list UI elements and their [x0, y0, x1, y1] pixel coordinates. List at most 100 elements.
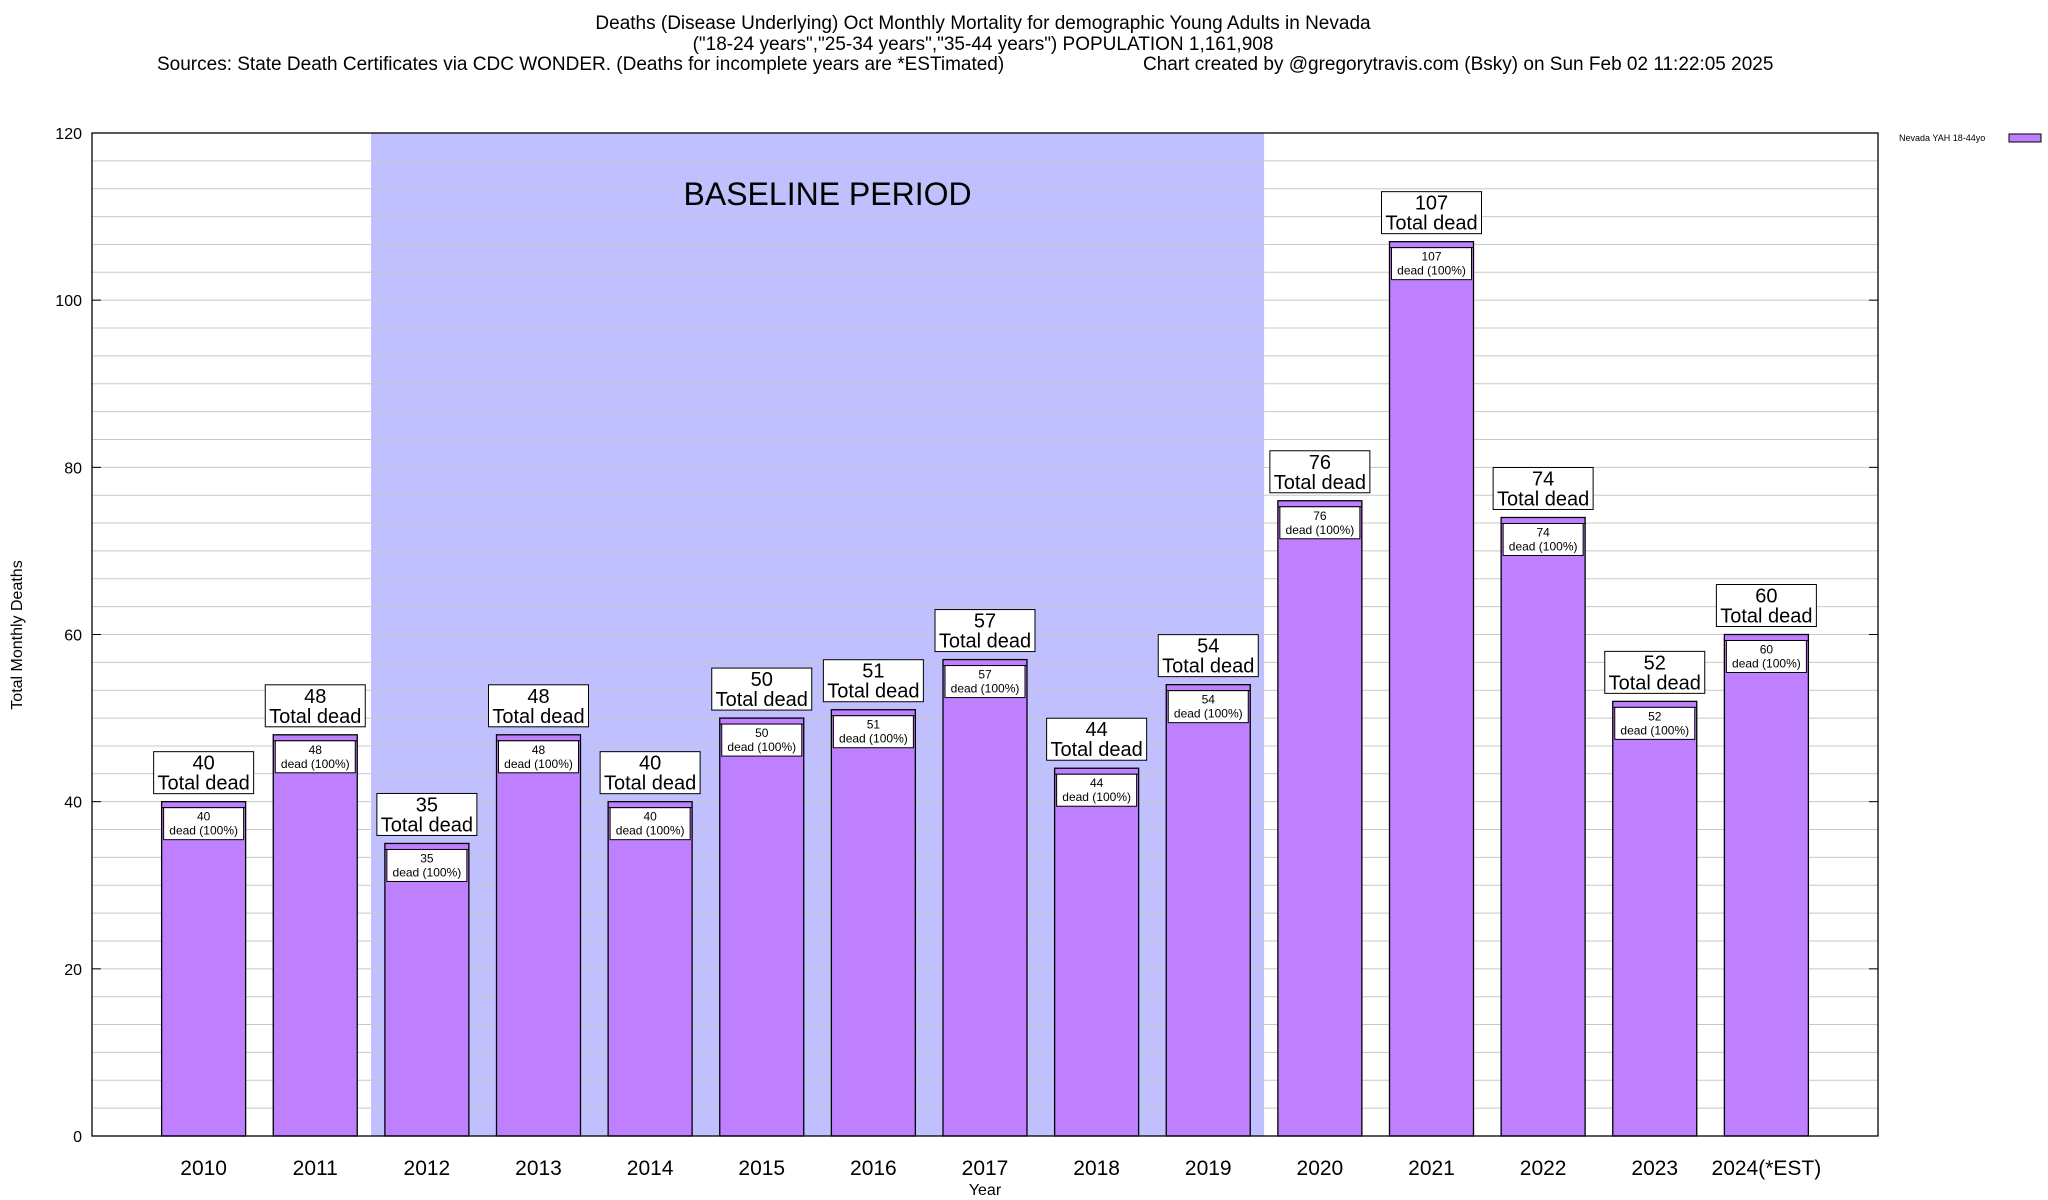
bar-inner-label: dead (100%) — [1397, 264, 1466, 278]
chart-credit-note: Chart created by @gregorytravis.com (Bsk… — [1143, 54, 1774, 75]
bar-total-value: 74 — [1532, 468, 1554, 490]
bar-total-value: 60 — [1755, 586, 1777, 608]
bar-inner-value: 51 — [867, 718, 881, 732]
bar-inner-value: 48 — [532, 743, 546, 757]
x-tick-label: 2021 — [1408, 1157, 1455, 1180]
bar-total-label-box — [488, 684, 589, 728]
bar-inner-label-box — [1167, 690, 1249, 724]
bar-inner-label: dead (100%) — [839, 732, 908, 746]
bar — [719, 717, 805, 1137]
bar-total-label: Total dead — [1385, 213, 1477, 235]
bar-inner-label-box — [1056, 773, 1138, 807]
chart-subtitle: ("18-24 years","25-34 years","35-44 year… — [692, 34, 1274, 55]
x-tick-label: 2022 — [1520, 1157, 1567, 1180]
y-tick-label: 20 — [64, 962, 82, 979]
bar-total-label-box — [153, 751, 255, 795]
bar — [495, 734, 582, 1137]
y-tick-label: 0 — [73, 1129, 82, 1146]
bar-total-label: Total dead — [1720, 606, 1812, 628]
bar-inner-label-box — [1279, 506, 1361, 540]
x-tick-label: 2012 — [404, 1157, 451, 1180]
bar-total-label: Total dead — [827, 681, 919, 703]
bar-inner-value: 54 — [1202, 693, 1216, 707]
bar-total-label-box — [1715, 584, 1817, 627]
bar-total-value: 52 — [1644, 652, 1666, 674]
bar-inner-label-box — [721, 723, 803, 757]
bar-inner-label: dead (100%) — [393, 865, 462, 879]
bar — [1500, 516, 1586, 1137]
bar-total-label: Total dead — [1497, 488, 1589, 510]
bar-total-label: Total dead — [939, 631, 1031, 653]
bar-total-label-box — [934, 609, 1036, 653]
bar-inner-value: 74 — [1536, 525, 1550, 539]
bar — [1388, 241, 1475, 1137]
bar-inner-value: 44 — [1090, 776, 1104, 790]
bar-total-label: Total dead — [157, 773, 249, 795]
bar-inner-label: dead (100%) — [1732, 657, 1801, 671]
bar-inner-label: dead (100%) — [1286, 523, 1355, 537]
bar — [272, 734, 358, 1137]
bar-inner-value: 57 — [978, 668, 992, 682]
bar-total-label-box — [1046, 717, 1148, 761]
legend-swatch — [2008, 133, 2042, 143]
bar — [1165, 684, 1251, 1137]
y-tick-label: 40 — [64, 795, 82, 812]
bar-total-value: 76 — [1309, 452, 1331, 474]
bar — [160, 801, 247, 1137]
y-axis-label: Total Monthly Deaths — [9, 560, 26, 709]
x-tick-label: 2020 — [1297, 1157, 1344, 1180]
bar — [1723, 633, 1810, 1137]
bar-inner-label-box — [1391, 247, 1472, 281]
bar-inner-label: dead (100%) — [281, 757, 350, 771]
bar — [830, 709, 917, 1137]
baseline-period-label: BASELINE PERIOD — [684, 176, 972, 212]
bar-inner-label: dead (100%) — [504, 757, 573, 771]
bar — [1612, 700, 1698, 1137]
bar-inner-value: 50 — [755, 726, 769, 740]
bar — [1053, 767, 1140, 1137]
bar-total-label: Total dead — [381, 814, 473, 836]
bar-total-value: 54 — [1197, 636, 1219, 658]
y-tick-label: 120 — [55, 126, 82, 143]
bar-total-label: Total dead — [716, 689, 808, 711]
bar-total-label-box — [1157, 634, 1259, 678]
bar-inner-value: 40 — [197, 810, 211, 824]
bar-inner-label-box — [1725, 640, 1807, 673]
x-tick-label: 2014 — [627, 1157, 674, 1180]
bar-inner-label-box — [163, 807, 245, 841]
bar-total-label: Total dead — [1274, 472, 1366, 494]
bar-total-label: Total dead — [604, 773, 696, 795]
bar-inner-value: 40 — [643, 810, 657, 824]
chart-sources-note: Sources: State Death Certificates via CD… — [157, 54, 1005, 75]
bar-total-value: 48 — [304, 686, 326, 708]
bar-inner-label: dead (100%) — [616, 824, 685, 838]
bar-inner-label: dead (100%) — [1620, 723, 1689, 737]
bar-total-label-box — [1381, 191, 1482, 235]
bar-inner-label: dead (100%) — [1509, 539, 1578, 553]
plot-border — [91, 132, 1879, 1137]
bar-total-label-box — [822, 659, 924, 703]
legend-label: Nevada YAH 18-44yo — [1899, 133, 1985, 143]
x-tick-label: 2016 — [850, 1157, 897, 1180]
bar-inner-value: 60 — [1760, 643, 1774, 657]
bar-inner-value: 48 — [309, 743, 323, 757]
bar-inner-label-box — [498, 740, 579, 774]
bar-inner-label-box — [1614, 706, 1696, 740]
bar-inner-value: 52 — [1648, 709, 1662, 723]
bar-total-label: Total dead — [492, 706, 584, 728]
x-tick-label: 2015 — [738, 1157, 785, 1180]
chart-title-block: Deaths (Disease Underlying) Oct Monthly … — [0, 12, 2048, 82]
bar — [384, 842, 470, 1137]
bar-inner-label-box — [1502, 522, 1584, 556]
x-axis-label: Year — [969, 1182, 1002, 1199]
